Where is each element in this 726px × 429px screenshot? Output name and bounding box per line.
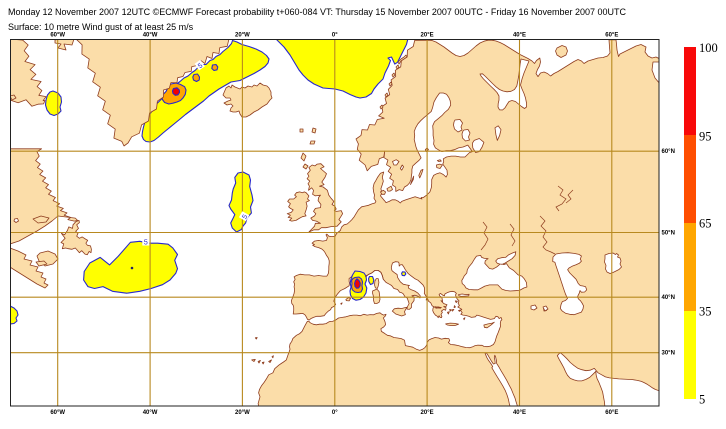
svg-text:60°W: 60°W xyxy=(50,33,65,39)
svg-text:0°: 0° xyxy=(332,410,338,416)
svg-text:50°N: 50°N xyxy=(662,231,675,237)
svg-text:0°: 0° xyxy=(332,33,338,39)
svg-text:20°W: 20°W xyxy=(235,33,250,39)
svg-text:40°W: 40°W xyxy=(143,410,158,416)
svg-text:60°E: 60°E xyxy=(605,33,618,39)
svg-text:100: 100 xyxy=(699,41,718,55)
svg-text:65: 65 xyxy=(699,217,712,231)
svg-text:5: 5 xyxy=(144,240,148,247)
svg-text:20°E: 20°E xyxy=(421,410,434,416)
svg-text:40°W: 40°W xyxy=(143,33,158,39)
svg-text:30°N: 30°N xyxy=(662,351,675,357)
svg-text:5: 5 xyxy=(241,213,249,220)
svg-text:60°N: 60°N xyxy=(662,149,675,155)
svg-text:20°E: 20°E xyxy=(421,33,434,39)
svg-text:5: 5 xyxy=(699,393,705,407)
svg-text:95: 95 xyxy=(699,130,712,144)
svg-text:5: 5 xyxy=(197,62,204,70)
svg-text:40°E: 40°E xyxy=(513,410,526,416)
svg-text:20°W: 20°W xyxy=(235,410,250,416)
svg-text:60°W: 60°W xyxy=(50,410,65,416)
svg-text:35: 35 xyxy=(699,305,712,319)
svg-text:40°N: 40°N xyxy=(662,295,675,301)
svg-text:60°E: 60°E xyxy=(605,410,618,416)
svg-text:40°E: 40°E xyxy=(513,33,526,39)
